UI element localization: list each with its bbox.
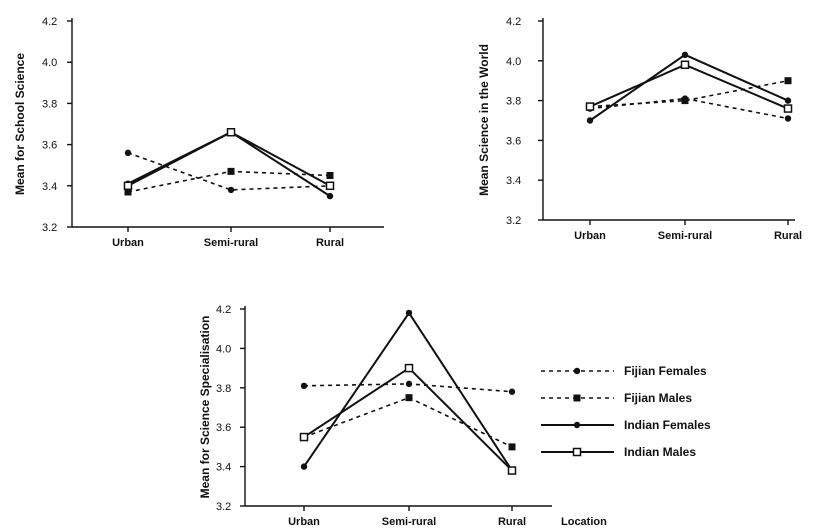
y-tick-label: 4.0: [216, 343, 231, 355]
series-line: [127, 131, 331, 187]
data-point: [300, 382, 308, 390]
data-point: [226, 127, 236, 137]
x-tick-label: Rural: [316, 237, 344, 249]
data-point: [784, 97, 792, 104]
data-point: [299, 432, 309, 442]
y-tick-label: 4.2: [506, 16, 521, 28]
x-tick-label: Semi-rural: [204, 237, 258, 249]
data-point: [326, 172, 334, 179]
y-tick-label: 3.2: [506, 215, 521, 227]
series-indian-males: [123, 127, 335, 191]
chart-panel-1: 3.2 3.4 3.6 3.8 4.0 4.2 Urban Semi-rural Rural Me…: [13, 16, 384, 249]
data-point: [405, 380, 413, 388]
y-tick-label: 3.8: [216, 383, 231, 395]
legend-label-fijian-females: Fijian Females: [624, 364, 707, 378]
y-tick-label: 3.8: [506, 96, 521, 108]
legend-swatch-marker-indian-males: [572, 447, 582, 457]
y-tick-label: 3.6: [506, 135, 521, 147]
series-indian-males: [585, 60, 793, 113]
data-point: [404, 363, 414, 373]
x-tick-label: Semi-rural: [658, 230, 712, 242]
data-point: [227, 167, 235, 175]
x-tick-label: Urban: [288, 516, 320, 528]
x-tick-label: Urban: [574, 230, 606, 242]
series-indian-females: [300, 309, 516, 474]
data-point: [300, 463, 308, 470]
data-point: [326, 192, 334, 200]
data-point: [783, 104, 793, 113]
data-point: [585, 102, 595, 111]
data-point: [680, 60, 690, 70]
data-point: [507, 466, 517, 475]
data-point: [508, 443, 516, 451]
y-tick-label: 3.2: [216, 501, 231, 513]
y-axis-label: Mean for School Science: [13, 53, 27, 195]
y-tick-label: 4.2: [216, 304, 231, 316]
y-tick-label: 3.8: [42, 98, 57, 110]
y-tick-label: 4.0: [506, 56, 521, 68]
chart-panel-2: 3.2 3.4 3.6 3.8 4.0 4.2 Urban Semi-rural Rural Me…: [477, 16, 802, 242]
y-tick-label: 4.2: [42, 16, 57, 28]
legend-swatch-marker-fijian-males: [573, 394, 581, 402]
y-axis-label: Mean Science in the World: [477, 44, 491, 196]
y-tick-label: 3.4: [216, 462, 231, 474]
legend-label-indian-females: Indian Females: [624, 418, 711, 432]
series-fijian-females: [300, 380, 516, 395]
y-tick-label: 3.4: [42, 181, 57, 193]
series-indian-males: [299, 363, 517, 475]
series-indian-females: [586, 51, 792, 124]
y-tick-label: 3.6: [216, 422, 231, 434]
data-point: [681, 51, 689, 59]
legend-swatch-marker-indian-females: [573, 421, 581, 429]
legend-swatch-marker-fijian-females: [573, 367, 581, 375]
data-point: [508, 388, 516, 395]
data-point: [124, 149, 132, 157]
y-tick-label: 3.2: [42, 222, 57, 234]
x-tick-label: Rural: [774, 230, 802, 242]
chart-panel-3: 3.2 3.4 3.6 3.8 4.0 4.2 Urban Semi-rural Rural Me…: [198, 304, 552, 528]
data-point: [681, 97, 689, 105]
data-point: [123, 181, 133, 191]
y-tick-label: 4.0: [42, 57, 57, 69]
series-line: [303, 311, 513, 472]
data-point: [325, 181, 335, 191]
y-tick-label: 3.4: [506, 175, 521, 187]
x-axis-label: Location: [561, 516, 607, 528]
data-point: [784, 115, 792, 122]
legend-label-fijian-males: Fijian Males: [624, 391, 692, 405]
x-tick-label: Semi-rural: [382, 516, 436, 528]
data-point: [405, 394, 413, 402]
data-point: [405, 309, 413, 317]
y-axis-label: Mean for Science Specialisation: [198, 316, 212, 499]
data-point: [124, 188, 132, 196]
legend-label-indian-males: Indian Males: [624, 445, 696, 459]
data-point: [784, 77, 792, 85]
y-tick-label: 3.6: [42, 140, 57, 152]
series-line: [589, 97, 789, 120]
x-tick-label: Rural: [498, 516, 526, 528]
x-tick-label: Urban: [112, 237, 144, 249]
legend: Fijian Females Fijian Males Indian Femal…: [541, 364, 711, 459]
data-point: [227, 186, 235, 194]
data-point: [586, 117, 594, 124]
